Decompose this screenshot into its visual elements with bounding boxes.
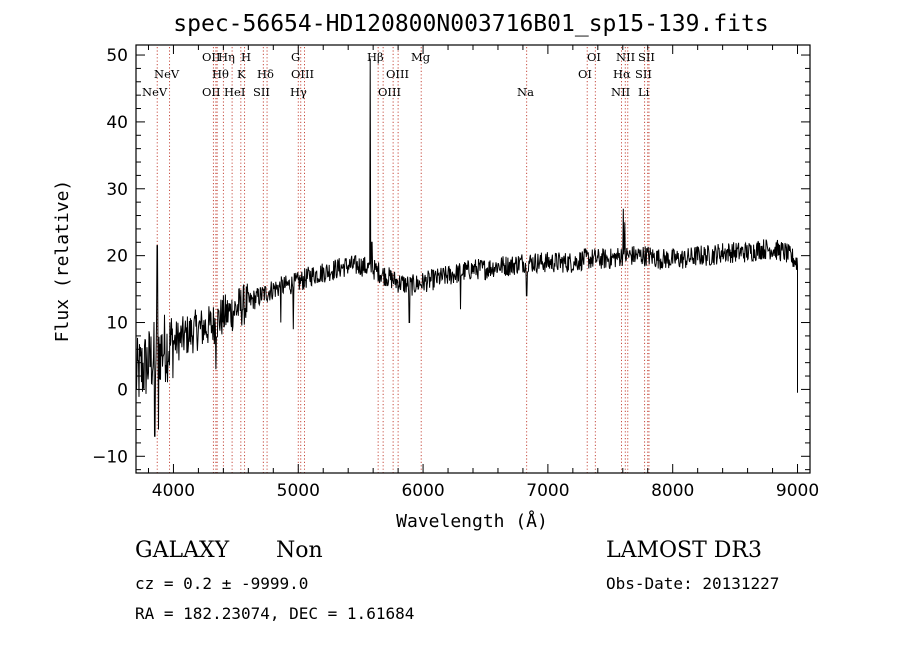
survey-name: LAMOST DR3: [606, 538, 762, 563]
label-mg: Mg: [411, 50, 431, 64]
x-axis-ticks: 4000 5000 6000 7000 8000 9000: [147, 45, 819, 501]
label-hgamma: Hγ: [290, 85, 307, 99]
label-oi-high: OI: [587, 50, 601, 64]
redshift-cz: cz = 0.2 ± -9999.0: [135, 574, 309, 593]
label-nii-high: NII: [616, 50, 635, 64]
label-halpha: Hα: [613, 67, 631, 81]
chart-title: spec-56654-HD120800N003716B01_sp15-139.f…: [173, 11, 768, 37]
line-labels: NeV NeV OII Hη Hθ OII HeI H K Hδ SII G O…: [142, 50, 655, 99]
label-nev-low: NeV: [142, 85, 168, 99]
x-axis-label: Wavelength (Å): [396, 510, 548, 532]
label-k: K: [237, 67, 246, 81]
label-nii-low: NII: [611, 85, 630, 99]
x-tick-label: 9000: [776, 481, 819, 501]
spectrum-line: [135, 58, 798, 437]
y-tick-label: −10: [92, 447, 128, 467]
x-tick-label: 8000: [651, 481, 694, 501]
y-tick-label: 50: [106, 46, 128, 66]
label-oiii-left: OIII: [291, 67, 314, 81]
x-tick-label: 4000: [152, 481, 195, 501]
y-tick-label: 0: [117, 380, 128, 400]
y-tick-label: 40: [106, 113, 128, 133]
x-tick-label: 6000: [401, 481, 444, 501]
label-oiii-low: OIII: [378, 85, 401, 99]
label-heta: Hη: [218, 50, 235, 64]
label-oii-top: OII: [202, 50, 221, 64]
label-h: H: [241, 50, 251, 64]
observation-date: Obs-Date: 20131227: [606, 574, 780, 593]
y-axis-label: Flux (relative): [52, 180, 73, 343]
label-na: Na: [517, 85, 534, 99]
label-g: G: [291, 50, 300, 64]
label-hbeta: Hβ: [367, 50, 384, 64]
label-nev-high: NeV: [154, 67, 180, 81]
label-sii-high: SII: [638, 50, 655, 64]
label-sii-left: SII: [253, 85, 270, 99]
label-htheta: Hθ: [212, 67, 229, 81]
label-hei: HeI: [224, 85, 245, 99]
label-sii-low: SII: [635, 67, 652, 81]
spectrum-chart: spec-56654-HD120800N003716B01_sp15-139.f…: [52, 11, 819, 532]
label-oi-low: OI: [578, 67, 592, 81]
label-oiii-mid: OIII: [386, 67, 409, 81]
object-class: GALAXY: [135, 538, 230, 563]
label-oii-bottom: OII: [202, 85, 221, 99]
label-li: Li: [638, 85, 650, 99]
y-tick-label: 30: [106, 180, 128, 200]
spectrum-series: [135, 58, 798, 437]
y-tick-label: 20: [106, 247, 128, 267]
ra-dec: RA = 182.23074, DEC = 1.61684: [135, 604, 415, 623]
x-tick-label: 5000: [277, 481, 320, 501]
y-axis-ticks: −10 0 10 20 30 40 50: [92, 46, 810, 471]
y-tick-label: 10: [106, 314, 128, 334]
label-hdelta: Hδ: [257, 67, 274, 81]
x-tick-label: 7000: [526, 481, 569, 501]
object-subclass: Non: [276, 538, 323, 563]
